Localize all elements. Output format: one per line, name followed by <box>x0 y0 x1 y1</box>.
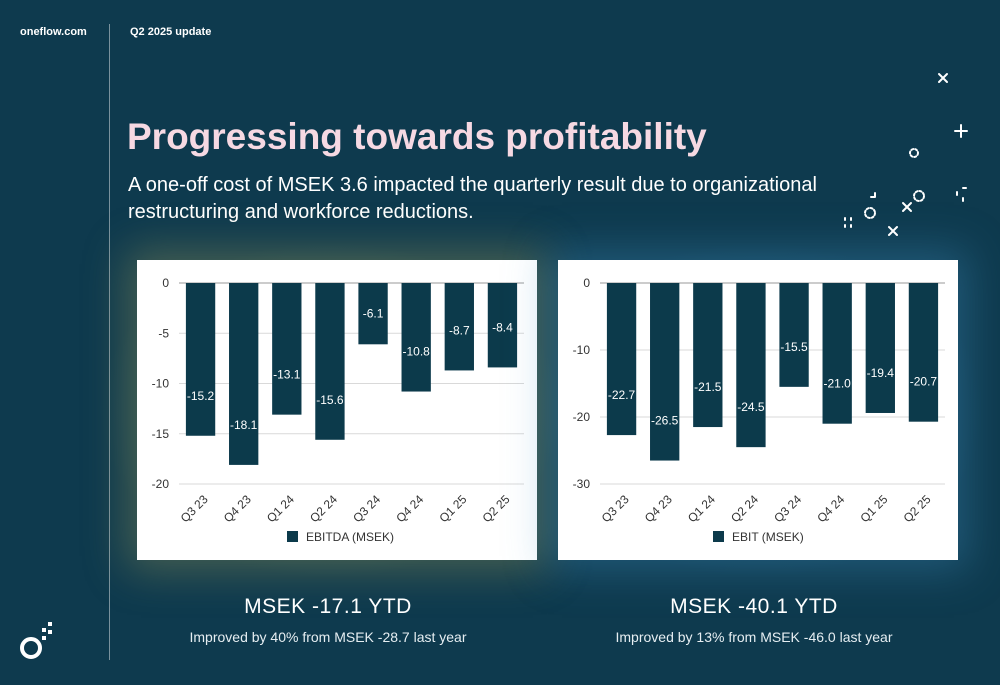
bar <box>185 283 216 436</box>
page-title: Progressing towards profitability <box>127 116 707 157</box>
site-label[interactable]: oneflow.com <box>20 26 87 38</box>
x-tick-label: Q2 25 <box>901 492 934 525</box>
legend-swatch <box>287 531 298 542</box>
x-tick-label: Q4 23 <box>642 492 675 525</box>
ebitda-chart: 0 -5 -10 -15 -20 -15.2 Q3 23 -18.1 Q4 23 -13.1 Q1 … <box>152 276 524 544</box>
data-label: -13.1 <box>273 368 301 382</box>
x-tick-label: Q1 24 <box>685 492 718 525</box>
x-tick-label: Q1 25 <box>857 492 890 525</box>
x-tick-label: Q3 23 <box>178 492 211 525</box>
bar <box>736 283 766 448</box>
vertical-divider <box>109 24 110 660</box>
x-tick-label: Q4 24 <box>393 492 426 525</box>
data-label: -15.2 <box>187 389 215 403</box>
page-subtitle: A one-off cost of MSEK 3.6 impacted the … <box>128 174 817 223</box>
y-tick-label: -15 <box>152 427 170 441</box>
data-label: -8.7 <box>449 323 470 337</box>
ebitda-ytd-headline: MSEK -17.1 YTD <box>244 595 412 618</box>
y-tick-label: -10 <box>573 343 591 357</box>
data-label: -22.7 <box>608 388 636 402</box>
bar <box>229 283 259 465</box>
x-tick-label: Q2 25 <box>480 492 513 525</box>
oneflow-logo-icon <box>20 622 52 659</box>
data-label: -19.4 <box>867 366 895 380</box>
x-tick-label: Q2 24 <box>728 492 761 525</box>
ebit-ytd-headline: MSEK -40.1 YTD <box>670 595 838 618</box>
x-tick-label: Q2 24 <box>307 492 340 525</box>
bar <box>650 283 680 461</box>
ebit-chart-panel: 0 -10 -20 -30 -22.7 Q3 23 -26.5 Q4 23 -21.5 Q1 24… <box>558 260 958 560</box>
bar <box>779 283 809 387</box>
data-label: -18.1 <box>230 418 258 432</box>
x-tick-label: Q1 25 <box>436 492 469 525</box>
bar <box>693 283 723 428</box>
y-tick-label: -30 <box>573 477 591 491</box>
data-label: -21.5 <box>694 380 722 394</box>
bar <box>272 283 302 415</box>
bar <box>444 283 474 371</box>
legend-label: EBITDA (MSEK) <box>306 530 394 544</box>
bar <box>865 283 895 413</box>
ebit-chart: 0 -10 -20 -30 -22.7 Q3 23 -26.5 Q4 23 -21.5 Q1 24… <box>573 276 945 544</box>
bar <box>401 283 431 392</box>
y-tick-label: -5 <box>158 326 169 340</box>
bar <box>908 283 939 422</box>
x-tick-label: Q1 24 <box>264 492 297 525</box>
data-label: -15.6 <box>316 393 344 407</box>
data-label: -6.1 <box>363 307 384 321</box>
x-tick-label: Q3 23 <box>599 492 632 525</box>
data-label: -15.5 <box>780 340 808 354</box>
x-tick-label: Q3 24 <box>350 492 383 525</box>
ebitda-chart-panel: 0 -5 -10 -15 -20 -15.2 Q3 23 -18.1 Q4 23 -13.1 Q1 … <box>137 260 537 560</box>
data-label: -24.5 <box>737 400 765 414</box>
bar <box>822 283 852 424</box>
data-label: -10.8 <box>403 345 431 359</box>
data-label: -26.5 <box>651 414 679 428</box>
legend-label: EBIT (MSEK) <box>732 530 804 544</box>
y-tick-label: -20 <box>573 410 591 424</box>
data-label: -8.4 <box>492 320 513 334</box>
data-label: -21.0 <box>824 377 852 391</box>
sparkle-decoration-icon <box>844 73 968 236</box>
x-tick-label: Q4 24 <box>814 492 847 525</box>
legend-swatch <box>713 531 724 542</box>
x-tick-label: Q4 23 <box>221 492 254 525</box>
bar <box>487 283 518 368</box>
y-tick-label: -20 <box>152 477 170 491</box>
bar <box>358 283 388 345</box>
ebitda-ytd-detail: Improved by 40% from MSEK -28.7 last yea… <box>189 629 467 645</box>
update-label: Q2 2025 update <box>130 26 212 38</box>
y-tick-label: -10 <box>152 377 170 391</box>
data-label: -20.7 <box>910 375 938 389</box>
ebit-ytd-detail: Improved by 13% from MSEK -46.0 last yea… <box>615 629 893 645</box>
x-tick-label: Q3 24 <box>771 492 804 525</box>
bar <box>315 283 345 440</box>
bar <box>606 283 637 436</box>
y-tick-label: 0 <box>583 276 590 290</box>
y-tick-label: 0 <box>162 276 169 290</box>
